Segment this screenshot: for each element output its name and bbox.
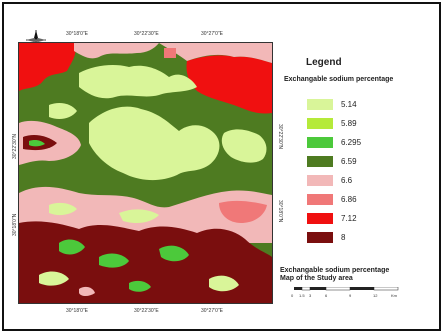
legend-item: 6.6 [307, 171, 361, 190]
zone-lightgreen-south-2 [209, 275, 239, 292]
scale-tick: 12 [373, 293, 378, 298]
legend-title: Legend [306, 57, 342, 68]
map-frame: 30°18'0"E 30°22'30"E 30°27'0"E 30°18'0"E… [2, 2, 441, 331]
coord-top-2: 30°22'30"E [134, 31, 159, 37]
legend-label: 6.295 [341, 138, 362, 147]
scale-tick: 0 [291, 293, 294, 298]
coord-right-2: 30°18'0"N [277, 200, 283, 223]
zone-pink-south [79, 286, 95, 296]
coord-top-3: 30°27'0"E [201, 31, 223, 37]
zone-lightgreen-north [79, 65, 197, 99]
legend-label: 7.12 [341, 214, 357, 223]
legend-item: 6.86 [307, 190, 361, 209]
legend-label: 6.6 [341, 176, 353, 185]
map-caption-line2: Map of the Study area [280, 275, 353, 282]
legend-label: 5.89 [341, 119, 357, 128]
legend-label: 8 [341, 233, 346, 242]
zone-green-west [29, 140, 45, 147]
zone-green-south-2 [99, 253, 129, 268]
zone-lightgreen-southwest [49, 202, 77, 216]
legend-swatch [307, 232, 333, 243]
coord-bottom-3: 30°27'0"E [201, 308, 223, 314]
zone-green-south-1 [59, 239, 85, 255]
zone-green-south-4 [129, 280, 151, 292]
scale-tick: 9 [349, 293, 352, 298]
legend-list: 5.14 5.89 6.295 6.59 6.6 6.86 7.12 8 [307, 95, 361, 247]
scale-tick: 3 [309, 293, 312, 298]
legend-label: 6.59 [341, 157, 357, 166]
scale-bar [294, 287, 399, 291]
legend-item: 6.59 [307, 152, 361, 171]
zone-darkred-south [19, 221, 272, 303]
legend-label: 5.14 [341, 100, 357, 109]
scale-unit: Km [391, 293, 397, 298]
legend-item: 8 [307, 228, 361, 247]
legend-subtitle: Exchangable sodium percentage [284, 76, 394, 83]
zone-lightgreen-east [221, 129, 267, 163]
coord-bottom-1: 30°18'0"E [66, 308, 88, 314]
zone-red-northeast [186, 55, 272, 114]
legend-swatch [307, 99, 333, 110]
legend-label: 6.86 [341, 195, 357, 204]
map-caption-line1: Exchangable sodium percentage [280, 267, 390, 274]
scale-tick: 1.5 [299, 293, 305, 298]
zone-lightgreen-west [49, 103, 77, 119]
coord-right-1: 30°22'30"N [277, 124, 283, 150]
zone-pink-north [74, 43, 159, 59]
legend-swatch [307, 194, 333, 205]
legend-item: 6.295 [307, 133, 361, 152]
zone-red-northwest [19, 43, 76, 91]
zone-lightgreen-south-1 [39, 271, 69, 286]
zone-pink-northeast [159, 43, 272, 63]
zone-salmon-east [219, 200, 267, 223]
zone-green-south-3 [159, 245, 189, 262]
legend-item: 5.14 [307, 95, 361, 114]
zone-lightgreen-south [119, 209, 159, 223]
coord-top-1: 30°18'0"E [66, 31, 88, 37]
study-area-map [18, 42, 273, 304]
coord-bottom-2: 30°22'30"E [134, 308, 159, 314]
zone-salmon-north [164, 48, 176, 58]
scale-tick: 6 [325, 293, 328, 298]
legend-swatch [307, 156, 333, 167]
legend-swatch [307, 137, 333, 148]
legend-swatch [307, 175, 333, 186]
legend-item: 5.89 [307, 114, 361, 133]
map-caption: Exchangable sodium percentage Map of the… [280, 267, 389, 283]
legend-swatch [307, 118, 333, 129]
zone-lightgreen-central [89, 106, 220, 181]
legend-item: 7.12 [307, 209, 361, 228]
legend-swatch [307, 213, 333, 224]
